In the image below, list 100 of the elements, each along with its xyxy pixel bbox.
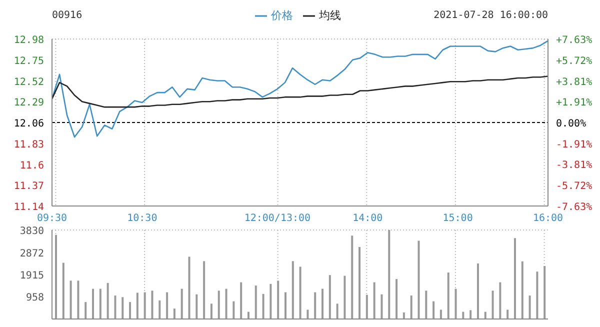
line-series	[51, 76, 549, 108]
bar	[432, 301, 435, 319]
bar	[70, 280, 72, 319]
y2-tick-label: -7.63%	[556, 202, 592, 213]
bar	[306, 310, 309, 319]
y-tick-label: 12.52	[14, 76, 44, 88]
bar	[499, 282, 502, 319]
bar	[92, 288, 94, 319]
bar	[122, 297, 124, 319]
y2-tick-label: +1.91%	[556, 98, 592, 109]
chart-title: 00916	[52, 10, 82, 21]
bar	[425, 290, 428, 319]
y2-tick-label: -1.91%	[556, 139, 592, 150]
bar	[351, 236, 354, 319]
bar	[292, 261, 294, 319]
bar	[166, 292, 168, 319]
bar	[528, 296, 531, 319]
bar	[99, 288, 102, 319]
y-tick-label: 11.83	[14, 139, 44, 150]
bar	[328, 275, 331, 319]
bar	[270, 284, 272, 319]
y2-tick-label: +7.63%	[556, 35, 592, 46]
bar	[402, 312, 405, 319]
bar	[106, 282, 109, 319]
bar	[210, 304, 212, 319]
bar	[240, 282, 242, 319]
x-tick-label: 16:00	[532, 213, 564, 224]
y2-tick-label: +5.72%	[556, 56, 592, 67]
chart-subtitle: 2021-07-28 16:00:00	[434, 10, 548, 21]
y-tick-label: 11.6	[20, 160, 44, 172]
bar	[225, 288, 228, 319]
bar	[299, 266, 302, 319]
bar	[418, 240, 420, 319]
bar	[254, 286, 257, 319]
bar	[484, 312, 486, 319]
bar	[114, 296, 116, 319]
y-tick-label: 12.06	[14, 118, 44, 130]
bar	[247, 312, 250, 319]
x-tick-label: 15:00	[442, 213, 473, 224]
y2-tick-label: -5.72%	[556, 181, 592, 192]
bar	[440, 310, 442, 319]
y-tick-label: 11.14	[14, 202, 44, 213]
bar	[218, 290, 220, 319]
bar	[492, 290, 494, 319]
bar	[151, 290, 154, 319]
bar	[410, 296, 412, 319]
bar	[284, 292, 286, 319]
y-tick-label: 12.75	[14, 56, 44, 67]
y2-tick-label: 0.00%	[556, 118, 586, 130]
bar	[188, 256, 190, 319]
bar	[462, 312, 464, 319]
bar	[373, 282, 376, 319]
bar	[366, 294, 368, 319]
bar	[344, 276, 346, 319]
bar	[62, 262, 64, 319]
bar	[380, 294, 383, 319]
bar	[77, 280, 80, 319]
bar	[136, 292, 138, 319]
y-tick-label: 2872	[20, 248, 44, 260]
legend-label: 均线	[319, 9, 341, 22]
bar	[388, 230, 390, 319]
bar	[232, 301, 235, 319]
line-series	[51, 40, 549, 138]
bar	[55, 234, 57, 319]
y-tick-label: 958	[26, 292, 44, 304]
bar	[396, 279, 398, 319]
y-tick-label: 11.37	[14, 181, 44, 192]
y2-tick-label: -3.81%	[556, 160, 592, 172]
bar	[173, 308, 176, 319]
bar	[536, 272, 538, 319]
y2-tick-label: +3.81%	[556, 76, 592, 88]
bar	[544, 266, 546, 319]
bar	[203, 261, 206, 319]
x-tick-label: 14:00	[352, 213, 383, 224]
bar	[158, 300, 161, 319]
x-tick-label: 09:30	[36, 213, 68, 224]
bar	[476, 263, 479, 319]
legend-label: 价格	[271, 9, 293, 22]
bar	[521, 261, 524, 319]
bar	[277, 280, 280, 319]
y-tick-label: 12.29	[14, 98, 44, 109]
bar	[470, 310, 472, 319]
y-tick-label: 1915	[20, 270, 44, 282]
bar	[358, 246, 361, 319]
bar	[506, 310, 509, 319]
bar	[514, 238, 516, 319]
y-tick-label: 3830	[20, 226, 44, 237]
bar	[180, 288, 183, 319]
bar	[336, 304, 338, 319]
x-tick-label: 12:00/13:00	[244, 213, 311, 224]
bar	[196, 294, 198, 319]
bar	[262, 294, 264, 319]
bar	[314, 292, 316, 319]
x-tick-label: 10:30	[127, 213, 158, 224]
y-tick-label: 12.98	[14, 35, 44, 46]
bar	[144, 292, 146, 319]
bar	[84, 302, 87, 319]
bar	[129, 302, 132, 319]
bar	[447, 272, 450, 319]
bar	[454, 288, 457, 319]
